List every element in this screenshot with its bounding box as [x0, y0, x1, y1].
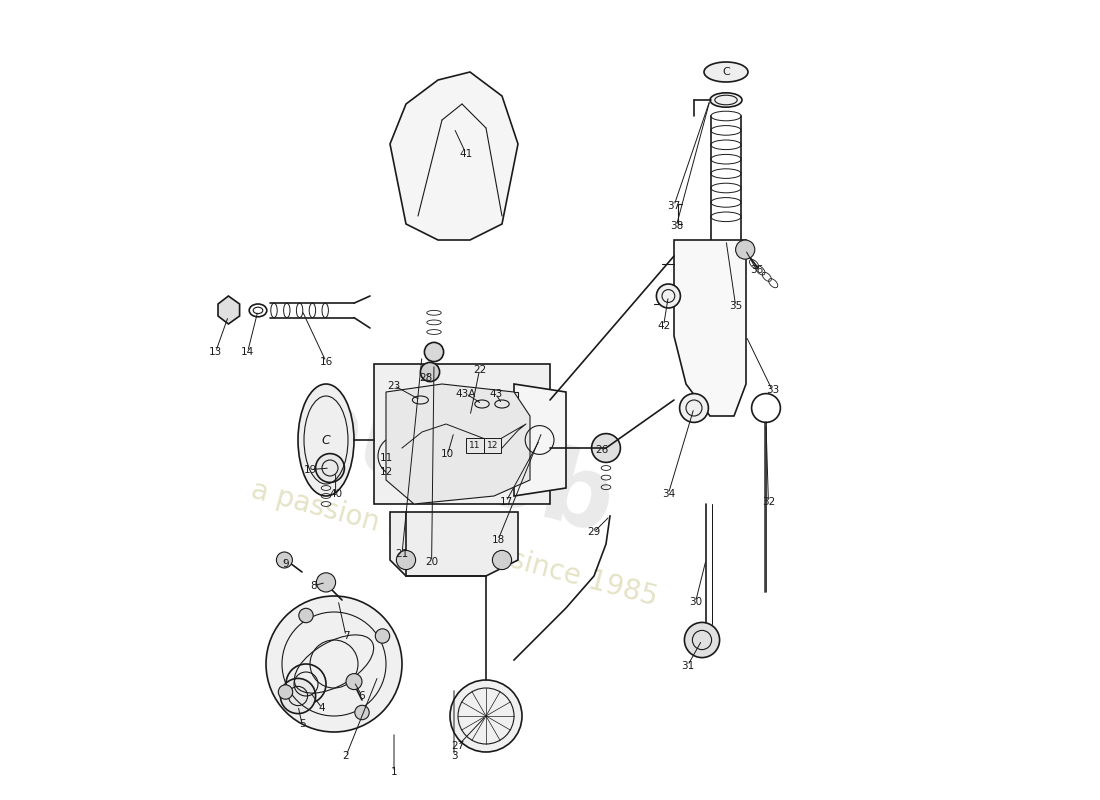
Bar — [458, 392, 518, 414]
Polygon shape — [514, 384, 566, 496]
Circle shape — [346, 674, 362, 690]
Text: 38: 38 — [670, 221, 683, 230]
Text: 20: 20 — [425, 557, 438, 566]
Text: 29: 29 — [587, 527, 601, 537]
Text: 12: 12 — [486, 441, 498, 450]
Text: 13: 13 — [209, 347, 222, 357]
Text: 33: 33 — [766, 386, 779, 395]
Polygon shape — [218, 296, 240, 324]
Text: 9: 9 — [283, 559, 289, 569]
Circle shape — [493, 550, 512, 570]
Circle shape — [420, 362, 440, 382]
Text: 36: 36 — [750, 265, 763, 274]
Text: 6: 6 — [359, 691, 365, 701]
Circle shape — [396, 550, 416, 570]
Text: 30: 30 — [689, 597, 702, 606]
Text: 14: 14 — [241, 347, 254, 357]
Text: 4: 4 — [319, 703, 326, 713]
Text: 34: 34 — [662, 489, 675, 498]
Circle shape — [316, 454, 344, 482]
Text: 1: 1 — [390, 767, 397, 777]
Circle shape — [684, 622, 719, 658]
Circle shape — [266, 596, 402, 732]
Text: 41: 41 — [460, 149, 473, 158]
Text: 22: 22 — [473, 365, 486, 374]
Text: C: C — [321, 434, 330, 446]
Text: 8: 8 — [310, 581, 317, 590]
Text: 43A: 43A — [455, 389, 476, 398]
Text: 27: 27 — [451, 741, 464, 750]
Circle shape — [450, 680, 522, 752]
Text: 16: 16 — [319, 357, 332, 366]
Text: 26: 26 — [595, 445, 608, 454]
Polygon shape — [674, 240, 746, 416]
Text: 7: 7 — [343, 631, 350, 641]
Ellipse shape — [704, 62, 748, 82]
Text: 11: 11 — [469, 441, 481, 450]
Circle shape — [355, 706, 370, 720]
FancyBboxPatch shape — [374, 364, 550, 504]
Text: 43: 43 — [490, 389, 503, 398]
Text: C: C — [722, 67, 730, 77]
Text: 11: 11 — [379, 453, 393, 462]
Ellipse shape — [710, 93, 742, 107]
Circle shape — [736, 240, 755, 259]
Text: 32: 32 — [762, 497, 776, 506]
Circle shape — [425, 342, 443, 362]
Text: 23: 23 — [387, 381, 400, 390]
Circle shape — [280, 678, 316, 714]
Text: 3: 3 — [451, 751, 458, 761]
Circle shape — [375, 629, 389, 643]
Text: 37: 37 — [668, 201, 681, 210]
Text: 12: 12 — [379, 467, 393, 477]
Text: 28: 28 — [419, 373, 432, 382]
Text: eurob: eurob — [283, 374, 625, 554]
Bar — [484, 438, 502, 453]
Circle shape — [592, 434, 620, 462]
Text: 42: 42 — [657, 321, 670, 330]
Text: 19: 19 — [304, 465, 317, 474]
Circle shape — [680, 394, 708, 422]
Text: 17: 17 — [499, 497, 513, 506]
Text: 5: 5 — [299, 719, 306, 729]
Polygon shape — [390, 512, 518, 576]
Circle shape — [317, 573, 336, 592]
Circle shape — [276, 552, 293, 568]
Circle shape — [278, 685, 293, 699]
Text: a passion for parts since 1985: a passion for parts since 1985 — [248, 476, 660, 612]
Text: 31: 31 — [681, 661, 694, 670]
Text: 2: 2 — [343, 751, 350, 761]
Text: 35: 35 — [729, 301, 743, 310]
Circle shape — [299, 608, 314, 622]
Text: 18: 18 — [492, 535, 505, 545]
Polygon shape — [390, 72, 518, 240]
Text: 40: 40 — [329, 490, 342, 499]
Text: 10: 10 — [441, 450, 454, 459]
Bar — [466, 438, 484, 453]
Ellipse shape — [298, 384, 354, 496]
Circle shape — [657, 284, 681, 308]
Polygon shape — [386, 384, 530, 504]
Text: 21: 21 — [395, 549, 408, 558]
